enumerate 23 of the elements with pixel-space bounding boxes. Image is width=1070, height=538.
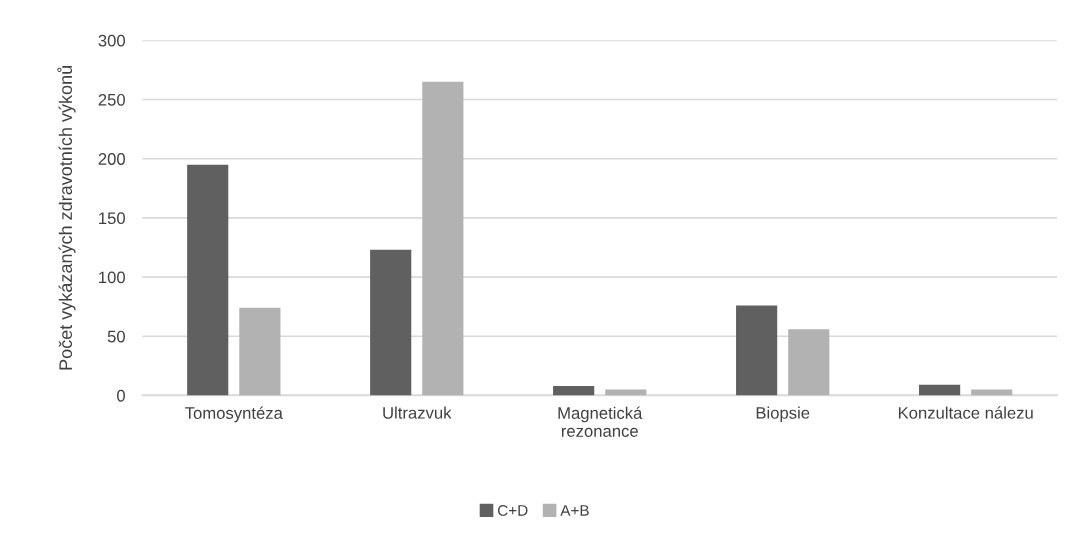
bar — [239, 307, 281, 396]
bar — [553, 385, 595, 396]
bar — [736, 305, 778, 396]
legend-label: C+D — [497, 505, 528, 516]
x-tick-label: Tomosyntéza — [185, 406, 283, 423]
y-tick-label: 50 — [107, 330, 125, 343]
y-axis-title: Počet vykázaných zdravotních výkonů — [57, 66, 76, 370]
bar — [370, 249, 412, 396]
x-tick-label: Biopsie — [756, 406, 810, 423]
y-tick-label: 200 — [98, 153, 125, 165]
x-tick-label: Ultrazvuk — [383, 406, 452, 419]
y-tick-label: 100 — [99, 271, 125, 284]
x-tick-label: Magnetická rezonance — [558, 406, 643, 437]
bar — [788, 329, 830, 396]
y-tick-label: 300 — [98, 34, 125, 47]
bar — [187, 164, 229, 396]
y-tick-label: 250 — [98, 93, 125, 106]
legend-label: A+B — [560, 505, 589, 516]
y-tick-label: 150 — [99, 212, 125, 225]
bar — [919, 384, 961, 396]
y-tick-label: 0 — [117, 389, 125, 402]
x-tick-label: Konzultace nálezu — [898, 406, 1033, 419]
bar — [422, 81, 464, 396]
